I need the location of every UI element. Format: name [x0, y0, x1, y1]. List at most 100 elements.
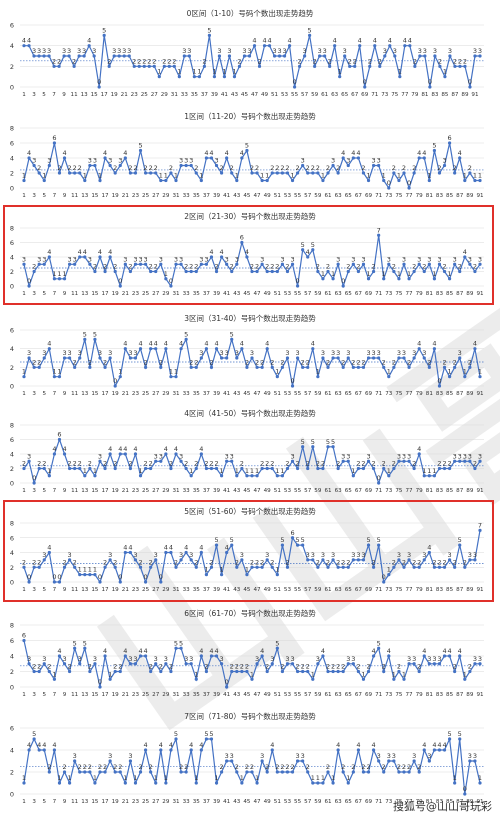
data-point: [123, 452, 127, 456]
data-label: 3: [427, 752, 431, 760]
data-point: [316, 171, 320, 175]
data-point: [463, 459, 467, 463]
data-point: [453, 171, 457, 175]
y-tick-label: 8: [10, 520, 14, 528]
data-label: 3: [458, 452, 462, 460]
data-point: [260, 565, 264, 569]
data-label: 3: [377, 349, 381, 357]
data-point: [417, 452, 421, 456]
x-tick-label: 65: [345, 193, 353, 199]
data-label: 3: [306, 551, 310, 559]
data-label: 3: [280, 255, 284, 263]
data-label: 2: [194, 358, 198, 366]
data-label: 3: [47, 157, 51, 165]
data-point: [214, 347, 219, 351]
data-label: 2: [113, 164, 117, 172]
data-label: 1: [402, 670, 406, 678]
data-point: [361, 262, 366, 266]
data-point: [73, 646, 77, 650]
data-point: [164, 662, 168, 666]
x-tick-label: 47: [251, 92, 259, 98]
x-tick-label: 57: [304, 488, 312, 494]
data-label: 0: [225, 678, 229, 686]
data-point: [377, 759, 381, 763]
data-point: [57, 580, 62, 584]
data-label: 1: [366, 172, 370, 180]
data-label: 4: [199, 741, 203, 749]
data-label: 3: [154, 551, 158, 559]
data-point: [230, 269, 234, 274]
x-tick-label: 87: [456, 587, 464, 593]
data-point: [47, 669, 51, 674]
data-point: [387, 474, 391, 478]
data-point: [346, 356, 350, 360]
data-point: [361, 677, 366, 681]
data-point: [270, 565, 274, 569]
data-label: 3: [387, 752, 391, 760]
data-label: 2: [372, 558, 376, 566]
data-point: [37, 54, 41, 58]
data-label: 5: [245, 142, 249, 150]
data-label: 3: [42, 349, 46, 357]
data-label: 2: [372, 263, 376, 271]
data-label: 4: [204, 340, 208, 348]
data-label: 2: [316, 558, 320, 566]
x-tick-label: 39: [213, 291, 221, 297]
x-tick-label: 91: [476, 291, 484, 297]
data-label: 3: [473, 752, 477, 760]
data-point: [42, 558, 46, 562]
x-tick-label: 91: [476, 799, 484, 805]
data-label: 2: [103, 358, 107, 366]
data-point: [22, 638, 26, 643]
data-label: 2: [202, 57, 206, 65]
data-label: 3: [412, 655, 416, 663]
data-point: [240, 156, 244, 160]
data-label: 2: [147, 57, 151, 65]
data-label: 1: [194, 670, 198, 678]
data-label: 6: [290, 529, 294, 537]
data-label: 3: [336, 349, 340, 357]
data-label: 5: [174, 639, 178, 647]
data-point: [260, 365, 264, 369]
data-label: 3: [98, 349, 102, 357]
data-label: 2: [194, 164, 198, 172]
x-tick-label: 25: [142, 488, 150, 494]
data-point: [463, 178, 467, 183]
data-label: 1: [138, 467, 142, 475]
data-label: 3: [235, 349, 239, 357]
data-point: [463, 375, 467, 379]
data-point: [240, 558, 244, 562]
x-tick-label: 33: [183, 291, 191, 297]
x-tick-label: 65: [345, 799, 353, 805]
y-tick-label: 2: [10, 564, 14, 572]
data-label: 2: [361, 763, 365, 771]
data-point: [42, 356, 46, 360]
data-point: [192, 75, 196, 79]
data-point: [159, 459, 163, 463]
x-tick-label: 73: [385, 488, 393, 494]
y-tick-label: 0: [10, 383, 14, 391]
data-label: 3: [42, 47, 46, 55]
data-point: [270, 269, 274, 274]
data-label: 2: [301, 358, 305, 366]
x-tick-label: 47: [254, 391, 262, 397]
data-label: 3: [179, 452, 183, 460]
x-tick-label: 65: [345, 692, 353, 698]
data-point: [97, 85, 101, 89]
data-point: [138, 148, 143, 153]
data-label: 0: [341, 277, 345, 285]
data-label: 2: [270, 460, 274, 468]
data-label: 2: [458, 263, 462, 271]
y-tick-label: 4: [10, 747, 14, 755]
data-point: [92, 54, 96, 58]
data-label: 1: [338, 68, 342, 76]
data-label: 2: [270, 358, 274, 366]
data-point: [397, 277, 401, 281]
data-label: 3: [240, 551, 244, 559]
data-label: 2: [113, 558, 117, 566]
data-label: 1: [78, 566, 82, 574]
data-point: [245, 669, 249, 674]
x-tick-label: 73: [381, 92, 389, 98]
x-tick-label: 11: [71, 92, 79, 98]
data-label: 4: [52, 741, 56, 749]
